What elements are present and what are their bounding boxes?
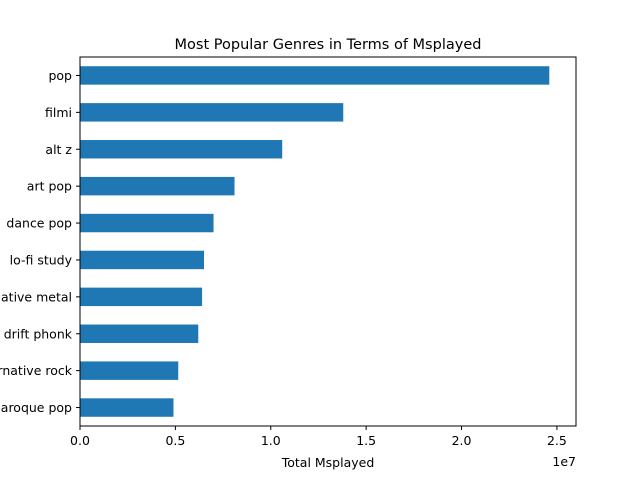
- x-tick-label: 2.0: [452, 433, 472, 448]
- bar-pop: [80, 66, 550, 85]
- x-tick-label: 0.5: [165, 433, 185, 448]
- bar-lo-fi-study: [80, 250, 204, 270]
- y-tick-label: alternative metal: [0, 289, 72, 304]
- bar-alternative-rock: [80, 361, 179, 380]
- plot-frame: [79, 56, 577, 427]
- x-tick-label: 2.5: [547, 433, 567, 448]
- bar-art-pop: [80, 176, 235, 196]
- x-axis-label: Total Msplayed: [281, 455, 375, 470]
- x-tick-label: 0.0: [70, 433, 90, 448]
- x-tick-label: 1.0: [261, 433, 281, 448]
- bar-alt-z: [80, 140, 283, 159]
- y-tick-label: dance pop: [6, 216, 72, 231]
- bar-baroque-pop: [80, 398, 174, 417]
- bar-drift-phonk: [80, 324, 199, 343]
- bar-alternative-metal: [80, 287, 203, 307]
- y-tick-label: pop: [48, 68, 72, 83]
- y-tick-label: filmi: [45, 105, 72, 120]
- y-tick-label: drift phonk: [4, 326, 73, 341]
- bar-dance-pop: [80, 213, 214, 233]
- x-axis-scale-label: 1e7: [552, 454, 576, 469]
- y-tick-label: art pop: [27, 179, 72, 194]
- x-tick-label: 1.5: [356, 433, 376, 448]
- plot-area: pop filmi alt z art pop dance pop lo-fi study…: [0, 56, 577, 448]
- y-tick-label: alt z: [45, 142, 72, 157]
- chart-title: Most Popular Genres in Terms of Msplayed: [175, 37, 482, 53]
- y-tick-label: alternative rock: [0, 363, 73, 378]
- bar-filmi: [80, 103, 344, 122]
- y-tick-label: baroque pop: [0, 400, 72, 415]
- y-tick-label: lo-fi study: [10, 252, 73, 267]
